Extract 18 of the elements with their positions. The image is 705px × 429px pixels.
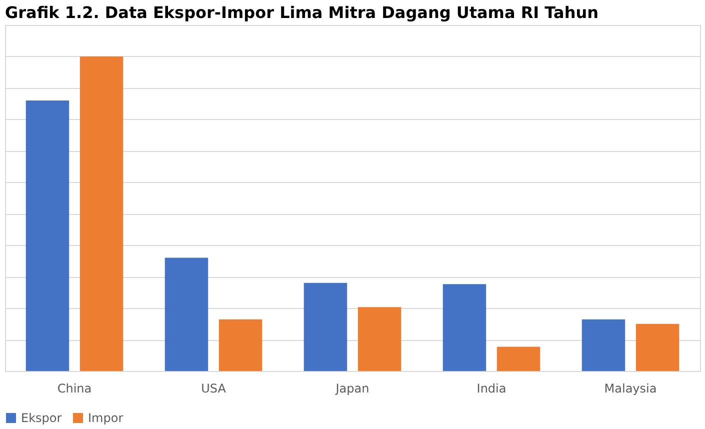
bar <box>218 319 262 371</box>
x-tick-label: China <box>57 382 92 396</box>
bar <box>582 319 626 371</box>
x-tick-label: India <box>476 382 506 396</box>
legend-label: Ekspor <box>21 411 62 425</box>
bar <box>164 258 208 371</box>
bar <box>358 307 402 371</box>
bar <box>496 346 540 371</box>
bar <box>636 324 680 371</box>
x-tick-label: Malaysia <box>604 382 657 396</box>
x-tick-label: USA <box>201 382 227 396</box>
x-tick-label: Japan <box>334 382 370 396</box>
legend-label: Impor <box>88 411 124 425</box>
bar <box>80 56 124 371</box>
bar <box>26 100 70 371</box>
bar <box>442 284 486 371</box>
bar <box>304 282 348 371</box>
chart-title: Grafik 1.2. Data Ekspor-Impor Lima Mitra Dagang Utama RI Tahun <box>5 3 598 22</box>
